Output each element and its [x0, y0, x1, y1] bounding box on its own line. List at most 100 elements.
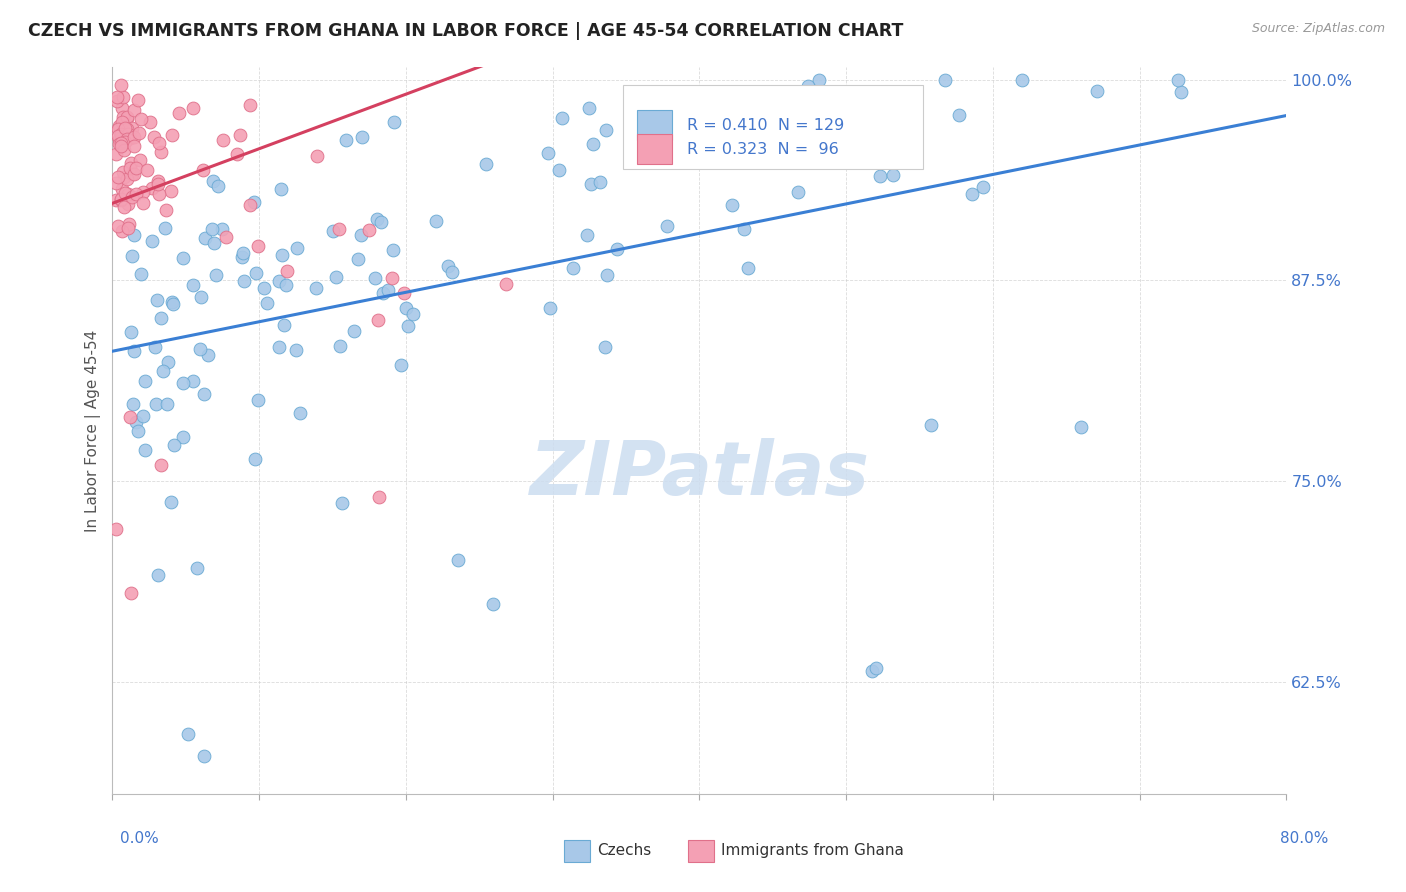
Point [204, 268, 226, 282]
Point [366, 212, 388, 227]
Point [425, 214, 447, 228]
Point [105, 94, 128, 108]
Point [160, 128, 183, 142]
Point [211, 133, 233, 147]
Point [117, 186, 139, 201]
Point [124, 129, 146, 144]
Point [232, 274, 254, 288]
Point [110, 136, 132, 150]
Point [121, 190, 143, 204]
Point [247, 238, 270, 252]
Point [160, 295, 183, 310]
Point [125, 161, 148, 176]
Point [112, 111, 135, 125]
Point [239, 98, 262, 112]
Point [115, 132, 138, 146]
Point [495, 277, 517, 291]
Point [117, 196, 139, 211]
Text: R = 0.410  N = 129: R = 0.410 N = 129 [686, 118, 844, 133]
Point [786, 185, 808, 199]
Point [118, 409, 141, 424]
Point [201, 222, 224, 236]
Point [882, 168, 904, 182]
Point [352, 129, 374, 144]
Point [865, 661, 887, 675]
Point [121, 249, 143, 263]
Point [145, 397, 167, 411]
Point [270, 181, 292, 195]
Point [270, 248, 292, 262]
Point [117, 111, 139, 125]
Text: ZIPatlas: ZIPatlas [530, 437, 869, 510]
Point [183, 278, 205, 293]
Point [115, 111, 138, 125]
Point [186, 560, 208, 574]
Point [118, 130, 141, 145]
FancyBboxPatch shape [564, 840, 591, 863]
Point [114, 122, 136, 136]
Point [325, 269, 347, 284]
Point [231, 250, 253, 264]
Point [596, 268, 619, 282]
Point [111, 115, 134, 129]
Point [367, 490, 389, 504]
Point [156, 397, 179, 411]
Point [167, 106, 190, 120]
Point [191, 163, 214, 178]
Point [245, 266, 267, 280]
Point [285, 241, 308, 255]
Point [328, 221, 350, 235]
Point [148, 186, 170, 201]
Point [110, 193, 132, 207]
Point [153, 220, 176, 235]
Point [115, 172, 138, 186]
Point [392, 285, 415, 300]
Point [256, 296, 278, 310]
Point [122, 344, 145, 359]
Point [128, 126, 150, 140]
Point [860, 664, 883, 678]
Point [285, 343, 308, 357]
Point [807, 72, 830, 87]
Point [162, 297, 184, 311]
Point [1167, 72, 1189, 87]
Point [108, 137, 131, 152]
Point [112, 200, 135, 214]
Point [134, 375, 156, 389]
Point [447, 553, 470, 567]
Point [146, 567, 169, 582]
Point [582, 137, 605, 152]
Point [155, 202, 177, 217]
Point [122, 139, 145, 153]
Point [211, 221, 233, 235]
Point [107, 122, 129, 136]
Point [132, 409, 155, 423]
Point [159, 495, 181, 509]
Point [111, 224, 134, 238]
Text: CZECH VS IMMIGRANTS FROM GHANA IN LABOR FORCE | AGE 45-54 CORRELATION CHART: CZECH VS IMMIGRANTS FROM GHANA IN LABOR … [28, 22, 904, 40]
Point [149, 311, 172, 326]
Point [537, 145, 560, 160]
Point [948, 108, 970, 122]
Point [655, 219, 678, 234]
Point [197, 347, 219, 361]
Point [114, 186, 136, 200]
Point [111, 182, 134, 196]
Point [371, 285, 394, 300]
Point [232, 245, 254, 260]
Point [274, 278, 297, 293]
Point [267, 340, 290, 354]
Point [120, 326, 142, 340]
Point [150, 458, 173, 472]
Point [114, 135, 136, 149]
Point [146, 174, 169, 188]
Point [437, 259, 460, 273]
Point [131, 196, 153, 211]
Point [172, 376, 194, 390]
Point [202, 235, 225, 250]
Point [117, 122, 139, 136]
Point [243, 195, 266, 210]
Point [120, 586, 142, 600]
Point [188, 342, 211, 356]
Point [110, 193, 132, 207]
